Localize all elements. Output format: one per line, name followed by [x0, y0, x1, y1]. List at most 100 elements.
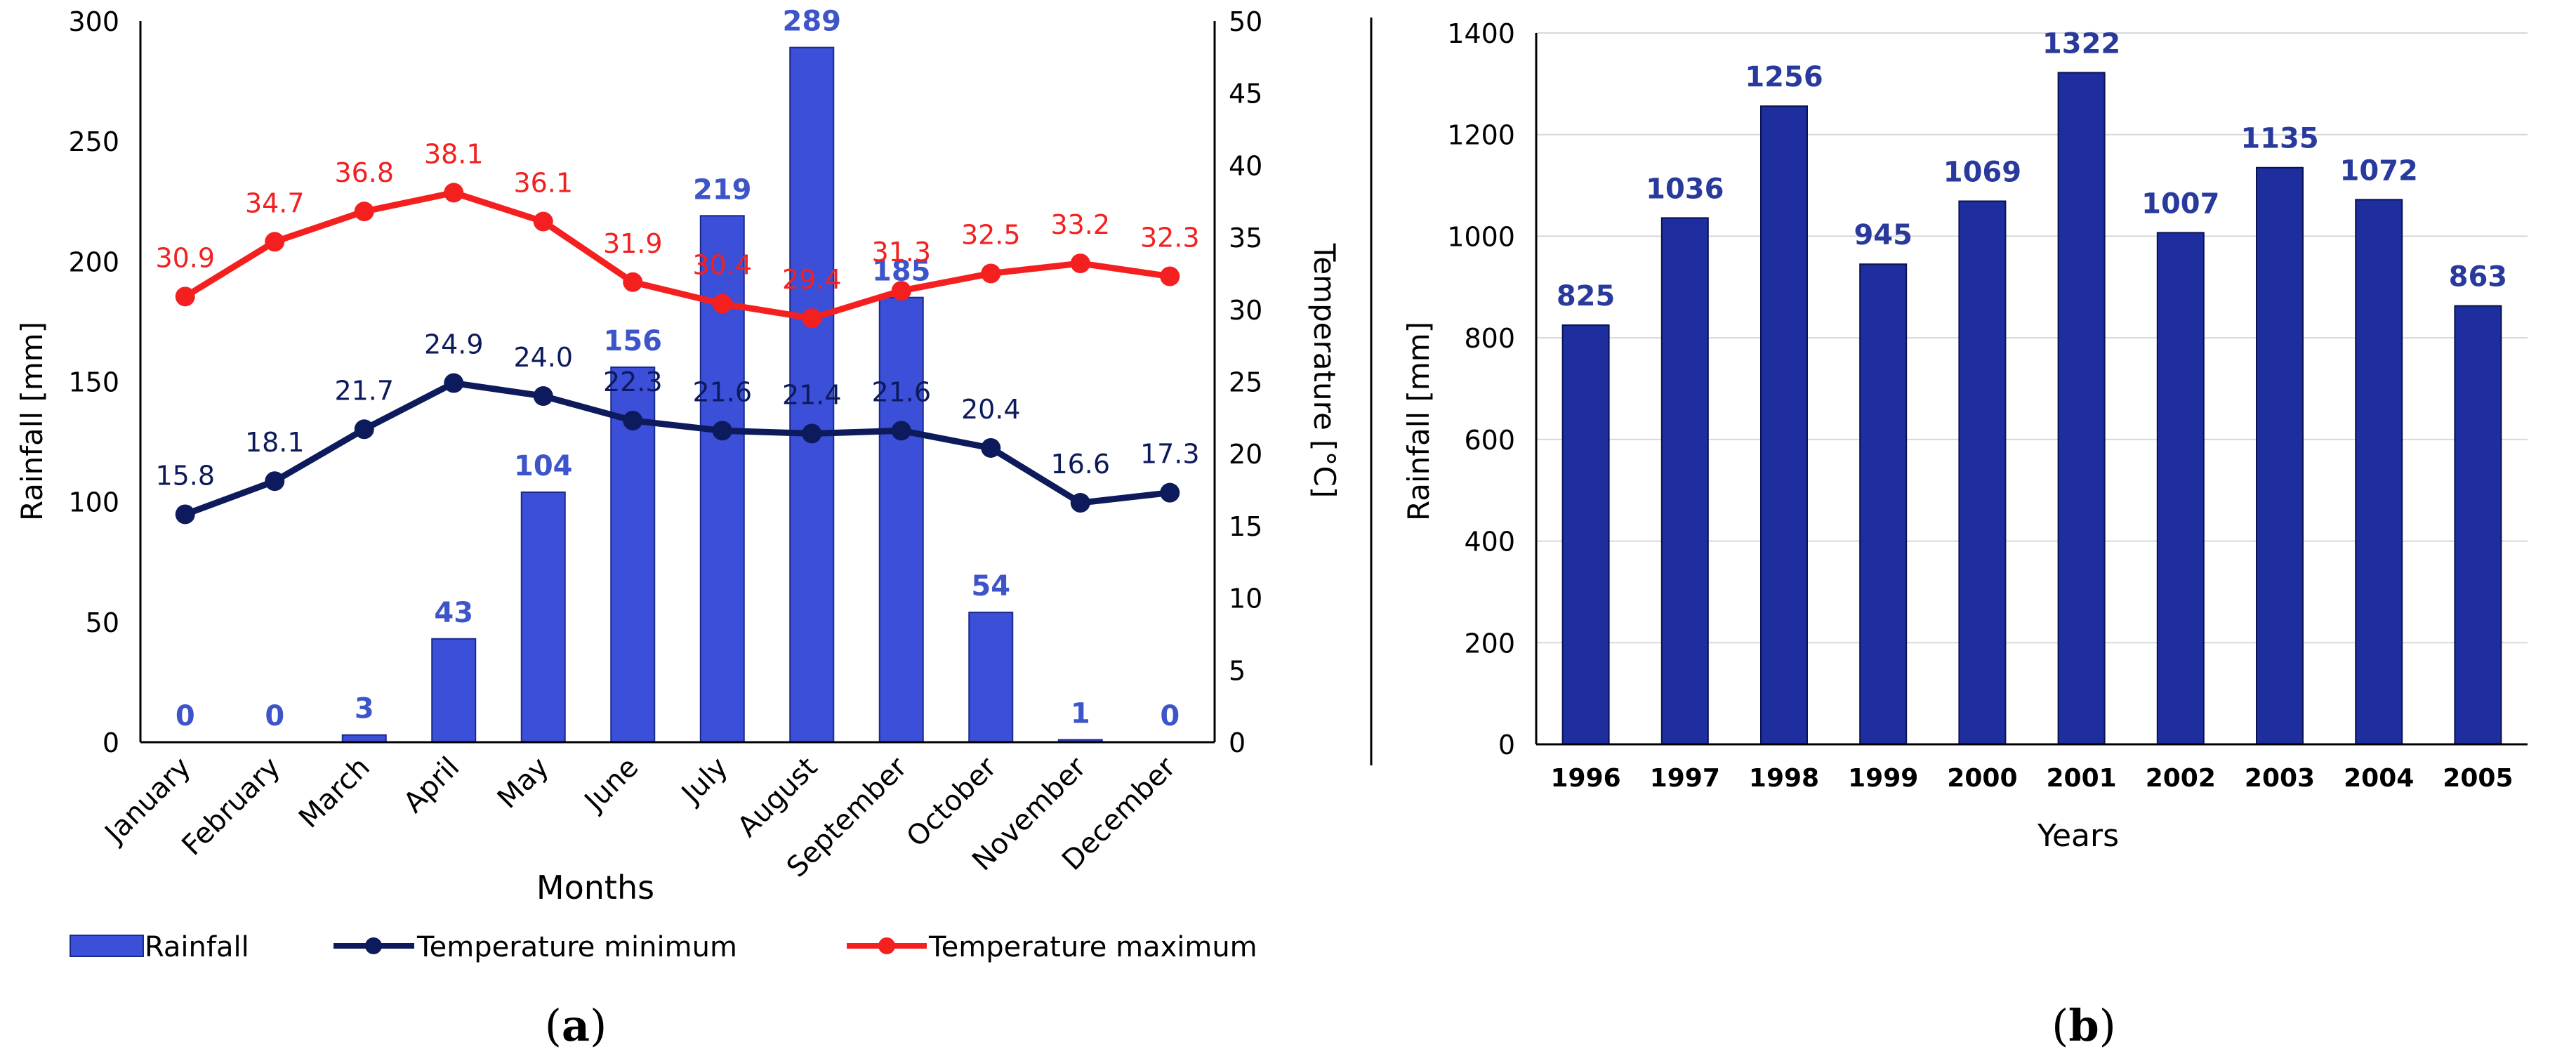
- rainfall-tick-label: 150: [68, 367, 119, 398]
- panel-b: 825 1036 1256 945 1069 1322 1007 1135 1072 863 0 2…: [1401, 18, 2528, 1051]
- temperature-minimum-marker: [623, 410, 643, 430]
- rainfall-value-label: 0: [1160, 700, 1180, 732]
- annual-rainfall-bar: [2454, 305, 2502, 745]
- temperature-maximum-marker: [444, 183, 464, 203]
- temperature-tick-label: 30: [1229, 295, 1262, 326]
- rainfall-bar: [520, 491, 566, 743]
- annual-rainfall-tick-label: 0: [1498, 730, 1515, 760]
- legend-temp-min-label: Temperature minimum: [416, 931, 737, 963]
- annual-rainfall-bar: [2156, 232, 2205, 745]
- year-tick-label: 2001: [2046, 764, 2116, 793]
- year-tick-label: 2000: [1947, 764, 2017, 793]
- rainfall-bar: [878, 296, 924, 743]
- annual-rainfall-axis-ticks: 0 200 400 600 800 1000 1200 1400: [1447, 18, 1515, 760]
- annual-rainfall-value-label: 1036: [1646, 173, 1724, 205]
- legend-rainfall-swatch: [70, 935, 144, 957]
- annual-rainfall-value-label: 1069: [1943, 157, 2021, 189]
- rainfall-tick-label: 300: [68, 6, 119, 37]
- temperature-minimum-value-label: 21.6: [692, 376, 752, 407]
- annual-rainfall-bar: [1561, 324, 1610, 745]
- rainfall-axis-ticks: 0 50 100 150 200 250 300: [68, 6, 119, 758]
- temperature-tick-label: 10: [1229, 584, 1262, 614]
- temperature-maximum-value-label: 31.9: [603, 228, 663, 259]
- temperature-tick-label: 25: [1229, 367, 1262, 398]
- temperature-maximum-marker: [265, 232, 285, 252]
- annual-rainfall-axis-title: Rainfall [mm]: [1401, 322, 1436, 521]
- temperature-tick-label: 50: [1229, 6, 1262, 37]
- annual-rainfall-tick-label: 200: [1464, 628, 1515, 659]
- rainfall-bar: [341, 734, 387, 743]
- rainfall-tick-label: 200: [68, 246, 119, 277]
- annual-rainfall-labels: 825 1036 1256 945 1069 1322 1007 1135 1072 863: [1557, 27, 2507, 312]
- rainfall-tick-label: 100: [68, 487, 119, 518]
- rainfall-tick-label: 50: [86, 607, 119, 638]
- panel-b-caption-letter: b: [2068, 1000, 2099, 1051]
- temperature-lines: [175, 183, 1180, 525]
- temperature-minimum-value-label: 24.0: [513, 342, 573, 373]
- temperature-minimum-value-label: 20.4: [961, 394, 1021, 425]
- temperature-minimum-marker: [712, 421, 732, 441]
- temperature-maximum-marker: [354, 202, 374, 222]
- temperature-maximum-value-label: 31.3: [871, 237, 931, 268]
- temperature-maximum-marker: [175, 286, 195, 307]
- temperature-maximum-marker: [891, 281, 911, 301]
- temperature-minimum-marker: [265, 471, 285, 492]
- panel-b-caption: (b): [2052, 1000, 2116, 1051]
- annual-rainfall-value-label: 1135: [2240, 123, 2318, 155]
- year-tick-label: 2003: [2245, 764, 2315, 793]
- temperature-maximum-value-label: 38.1: [424, 138, 484, 169]
- temperature-tick-label: 15: [1229, 511, 1262, 542]
- rainfall-value-label: 104: [514, 450, 573, 482]
- temperature-maximum-marker: [623, 272, 643, 292]
- rainfall-value-label: 219: [693, 173, 752, 206]
- annual-rainfall-bar: [2355, 199, 2403, 745]
- temperature-labels: 15.8 18.1 21.7 24.9 24.0 22.3 21.6 21.4 21.6 20.4…: [155, 138, 1199, 491]
- temperature-axis-ticks: 0 5 10 15 20 25 30 35 40 45 50: [1229, 6, 1262, 758]
- annual-rainfall-tick-label: 1200: [1447, 120, 1515, 151]
- annual-rainfall-value-label: 863: [2449, 261, 2508, 294]
- temperature-minimum-marker: [981, 437, 1001, 458]
- temperature-maximum-value-label: 30.4: [692, 250, 752, 281]
- rainfall-axis-title: Rainfall [mm]: [15, 322, 49, 521]
- rainfall-value-label: 156: [604, 325, 663, 357]
- temperature-maximum-value-label: 34.7: [245, 187, 305, 218]
- rainfall-bar: [431, 638, 477, 744]
- legend-rainfall-label: Rainfall: [145, 931, 249, 963]
- years-axis-title: Years: [2037, 818, 2119, 854]
- temperature-maximum-value-label: 29.4: [782, 264, 842, 295]
- temperature-maximum-marker: [1070, 253, 1090, 274]
- temperature-minimum-marker: [354, 419, 374, 440]
- rainfall-value-label: 0: [176, 700, 195, 732]
- legend-temp-min-marker: [365, 937, 382, 954]
- rainfall-tick-label: 0: [103, 727, 119, 758]
- annual-rainfall-bars: [1561, 72, 2502, 746]
- month-tick-label: June: [577, 751, 645, 819]
- rainfall-bars: [341, 46, 1103, 744]
- annual-rainfall-tick-label: 400: [1464, 527, 1515, 558]
- year-tick-label: 1997: [1650, 764, 1720, 793]
- temperature-minimum-marker: [1070, 493, 1090, 513]
- annual-rainfall-tick-label: 800: [1464, 323, 1515, 354]
- temperature-minimum-value-label: 21.6: [871, 376, 931, 407]
- year-tick-label: 1999: [1848, 764, 1918, 793]
- temperature-axis-title: Temperature [°C]: [1307, 243, 1342, 499]
- temperature-maximum-value-label: 33.2: [1050, 209, 1110, 240]
- rainfall-value-label: 54: [971, 570, 1010, 602]
- temperature-tick-label: 20: [1229, 439, 1262, 470]
- panel-a-legend: Rainfall Temperature minimum Temperature…: [70, 931, 1257, 963]
- annual-rainfall-bar: [2057, 72, 2106, 745]
- temperature-minimum-value-label: 22.3: [603, 367, 663, 397]
- temperature-minimum-value-label: 16.6: [1050, 449, 1110, 480]
- rainfall-bar: [968, 612, 1014, 744]
- temperature-maximum-value-label: 32.3: [1140, 223, 1200, 253]
- year-tick-label: 2005: [2443, 764, 2513, 793]
- month-tick-label: July: [674, 751, 734, 812]
- months-axis-title: Months: [536, 869, 654, 907]
- temperature-tick-label: 35: [1229, 223, 1262, 253]
- temperature-tick-label: 45: [1229, 79, 1262, 110]
- temperature-tick-label: 40: [1229, 150, 1262, 181]
- temperature-maximum-marker: [981, 263, 1001, 284]
